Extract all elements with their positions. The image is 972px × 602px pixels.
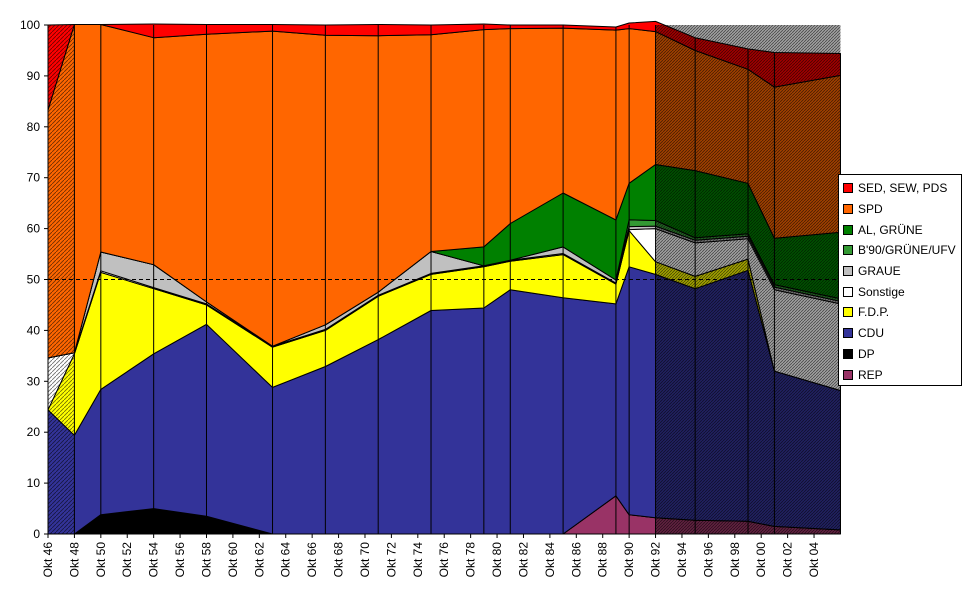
- x-tick-label: Okt 92: [649, 542, 663, 578]
- x-tick-label: Okt 60: [226, 542, 240, 578]
- y-tick-label: 80: [27, 120, 41, 134]
- x-tick-label: Okt 78: [464, 542, 478, 578]
- y-tick-label: 10: [27, 476, 41, 490]
- legend-swatch: [843, 328, 853, 339]
- x-tick-label: Okt 50: [94, 542, 108, 578]
- legend-label: REP: [858, 367, 883, 382]
- x-tick-label: Okt 64: [279, 542, 293, 578]
- legend-item-graue: GRAUE: [843, 261, 961, 282]
- x-tick-label: Okt 80: [490, 542, 504, 578]
- legend-label: GRAUE: [858, 264, 901, 279]
- legend-swatch: [843, 307, 853, 318]
- x-tick-label: Okt 00: [754, 542, 768, 578]
- y-tick-label: 90: [27, 69, 41, 83]
- x-tick-label: Okt 76: [437, 542, 451, 578]
- legend-label: SPD: [858, 202, 883, 217]
- legend-item-sed-sew-pds: SED, SEW, PDS: [843, 178, 961, 199]
- legend-item-spd: SPD: [843, 199, 961, 220]
- y-tick-label: 40: [27, 323, 41, 337]
- x-tick-label: Okt 88: [596, 542, 610, 578]
- x-tick-label: Okt 86: [569, 542, 583, 578]
- x-tick-label: Okt 02: [781, 542, 795, 578]
- legend-swatch: [843, 348, 853, 359]
- y-tick-label: 70: [27, 171, 41, 185]
- legend-swatch: [843, 183, 853, 194]
- y-tick-label: 20: [27, 425, 41, 439]
- legend-item-b-90-gr-ne-ufv: B'90/GRÜNE/UFV: [843, 240, 961, 261]
- y-tick-label: 100: [20, 18, 40, 32]
- x-tick-label: Okt 48: [67, 542, 81, 578]
- legend-label: DP: [858, 346, 875, 361]
- y-tick-label: 60: [27, 222, 41, 236]
- legend-swatch: [843, 369, 853, 380]
- x-tick-label: Okt 98: [728, 542, 742, 578]
- legend-item-al-gr-ne: AL, GRÜNE: [843, 219, 961, 240]
- legend-item-cdu: CDU: [843, 323, 961, 344]
- x-tick-label: Okt 94: [675, 542, 689, 578]
- legend-label: F.D.P.: [858, 305, 890, 320]
- x-tick-label: Okt 96: [701, 542, 715, 578]
- y-tick-label: 0: [33, 527, 40, 541]
- x-tick-label: Okt 62: [252, 542, 266, 578]
- y-tick-label: 50: [27, 273, 41, 287]
- x-tick-label: Okt 84: [543, 542, 557, 578]
- legend-label: B'90/GRÜNE/UFV: [858, 243, 956, 258]
- x-axis-ticks: Okt 46 Okt 48 Okt 50 Okt 52 Okt 54 Okt 56 Okt …: [41, 534, 821, 577]
- legend-swatch: [843, 266, 853, 277]
- legend-label: Sonstige: [858, 284, 905, 299]
- x-tick-label: Okt 54: [147, 542, 161, 578]
- legend-label: CDU: [858, 326, 884, 341]
- legend-swatch: [843, 224, 853, 235]
- legend-swatch: [843, 204, 853, 215]
- x-tick-label: Okt 46: [41, 542, 55, 578]
- x-tick-label: Okt 52: [120, 542, 134, 578]
- legend-label: AL, GRÜNE: [858, 222, 923, 237]
- x-tick-label: Okt 70: [358, 542, 372, 578]
- y-axis-ticks: 0 10 20 30 40 50 60 70 80 90 100: [20, 18, 48, 541]
- x-tick-label: Okt 68: [332, 542, 346, 578]
- x-tick-label: Okt 74: [411, 542, 425, 578]
- area-layers: [47, 20, 841, 535]
- x-tick-label: Okt 04: [807, 542, 821, 578]
- legend-item-rep: REP: [843, 364, 961, 385]
- legend-swatch: [843, 286, 853, 297]
- x-tick-label: Okt 90: [622, 542, 636, 578]
- legend-swatch: [843, 245, 853, 256]
- x-tick-label: Okt 66: [305, 542, 319, 578]
- legend-label: SED, SEW, PDS: [858, 181, 948, 196]
- chart-legend: SED, SEW, PDS SPD AL, GRÜNE B'90/GRÜNE/UFV G…: [838, 174, 962, 386]
- x-tick-label: Okt 56: [173, 542, 187, 578]
- x-tick-label: Okt 72: [384, 542, 398, 578]
- x-tick-label: Okt 58: [199, 542, 213, 578]
- x-tick-label: Okt 82: [516, 542, 530, 578]
- y-tick-label: 30: [27, 374, 41, 388]
- legend-item-sonstige: Sonstige: [843, 281, 961, 302]
- legend-item-f-d-p: F.D.P.: [843, 302, 961, 323]
- legend-item-dp: DP: [843, 344, 961, 365]
